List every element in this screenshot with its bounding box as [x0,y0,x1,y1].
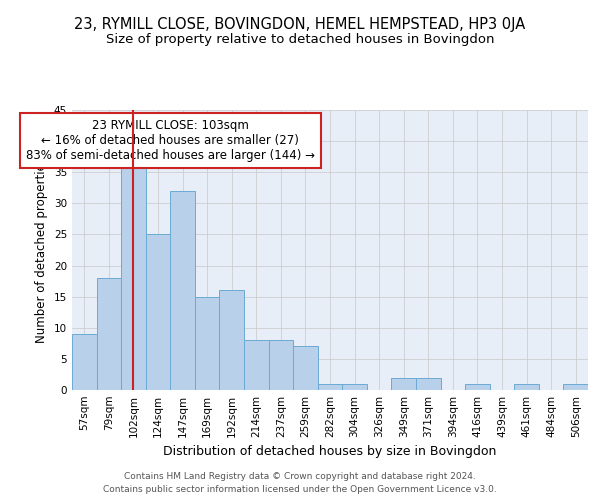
Text: 23, RYMILL CLOSE, BOVINGDON, HEMEL HEMPSTEAD, HP3 0JA: 23, RYMILL CLOSE, BOVINGDON, HEMEL HEMPS… [74,18,526,32]
Bar [220,290,244,390]
Text: Contains HM Land Registry data © Crown copyright and database right 2024.: Contains HM Land Registry data © Crown c… [124,472,476,481]
Bar [514,384,539,390]
Bar [465,384,490,390]
Bar [563,384,588,390]
Bar [342,384,367,390]
Text: 23 RYMILL CLOSE: 103sqm
← 16% of detached houses are smaller (27)
83% of semi-de: 23 RYMILL CLOSE: 103sqm ← 16% of detache… [26,120,315,162]
Bar [72,334,97,390]
Bar [146,234,170,390]
Bar [170,191,195,390]
Text: Contains public sector information licensed under the Open Government Licence v3: Contains public sector information licen… [103,484,497,494]
Bar [97,278,121,390]
Y-axis label: Number of detached properties: Number of detached properties [35,157,49,343]
Bar [416,378,440,390]
Bar [195,296,220,390]
Bar [293,346,318,390]
Bar [318,384,342,390]
Bar [121,166,146,390]
Text: Size of property relative to detached houses in Bovingdon: Size of property relative to detached ho… [106,32,494,46]
Bar [391,378,416,390]
X-axis label: Distribution of detached houses by size in Bovingdon: Distribution of detached houses by size … [163,446,497,458]
Bar [269,340,293,390]
Bar [244,340,269,390]
